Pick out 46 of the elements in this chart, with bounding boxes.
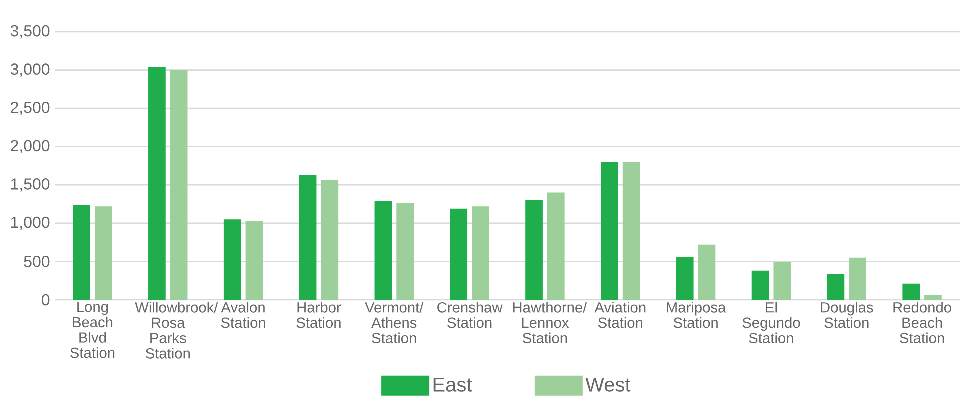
bar [450, 208, 468, 300]
bar [374, 201, 392, 300]
bar [849, 258, 866, 300]
x-tick-label: Vermont/Athens Station [365, 302, 424, 344]
bar [299, 175, 317, 300]
y-tick-label: 2,500 [11, 102, 50, 116]
y-tick-label: 2,000 [11, 140, 50, 154]
bar [902, 284, 920, 300]
legend-label: West [586, 378, 631, 392]
y-tick-label: 3,000 [10, 64, 50, 77]
bar [676, 257, 694, 300]
bar [622, 162, 640, 300]
y-tick-label: 1,500 [11, 178, 50, 192]
bar [547, 192, 565, 300]
bar [148, 67, 166, 300]
x-tick-label: Hawthorne/Lennox Station [513, 302, 588, 344]
bar [73, 205, 90, 300]
bar [94, 206, 112, 300]
x-tick-label: Douglas Station [821, 302, 874, 328]
x-tick-label: Long Beach Blvd Station [70, 302, 115, 358]
x-tick-label: Harbor Station [296, 302, 342, 328]
x-tick-label: El Segundo Station [742, 302, 800, 344]
legend-label: East [434, 378, 472, 392]
bar [224, 220, 242, 300]
y-tick-label: 500 [24, 256, 50, 268]
bar [698, 244, 716, 300]
bar [396, 204, 414, 300]
x-tick-label: Mariposa Station [667, 302, 726, 328]
bar [774, 262, 792, 300]
bar [170, 70, 188, 300]
x-tick-label: Crenshaw Station [438, 302, 503, 328]
bar [752, 270, 770, 300]
bar [827, 274, 845, 300]
x-tick-label: Willowbrook/Rosa Parks Station [135, 302, 218, 359]
bar [321, 180, 339, 300]
x-tick-label: Aviation Station [594, 302, 646, 328]
bar [601, 162, 618, 300]
bar [246, 221, 264, 300]
x-tick-label: Redondo Beach Station [894, 302, 952, 344]
y-tick-label: 1,000 [11, 216, 50, 230]
bar [924, 295, 942, 300]
x-tick-label: Avalon Station [221, 302, 266, 328]
y-tick-label: 3,500 [10, 25, 50, 39]
bar [472, 206, 490, 300]
y-tick-label: 0 [42, 294, 50, 306]
bar [526, 200, 543, 300]
